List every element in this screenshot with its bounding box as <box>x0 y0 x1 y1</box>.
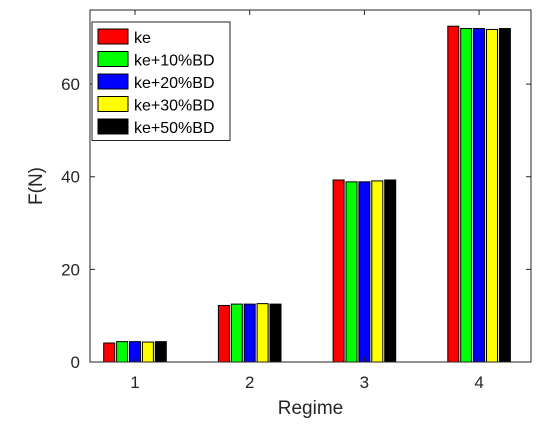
legend-swatch <box>97 96 129 112</box>
legend-swatch <box>97 118 129 135</box>
bar-ke+50%BD-regime-1 <box>154 341 167 363</box>
y-tick-label: 60 <box>61 75 80 94</box>
x-axis-label: Regime <box>278 398 343 419</box>
bar-ke+10%BD-regime-3 <box>345 181 358 363</box>
x-tick-label: 2 <box>245 373 254 392</box>
bar-ke+50%BD-regime-4 <box>498 28 511 363</box>
bar-ke+30%BD-regime-3 <box>371 180 384 363</box>
y-axis-label: F(N) <box>26 167 47 205</box>
bar-ke+30%BD-regime-2 <box>256 303 269 363</box>
y-tick-label: 40 <box>61 168 80 187</box>
x-tick-label: 3 <box>360 373 369 392</box>
x-tick-label: 4 <box>474 373 483 392</box>
bar-ke+30%BD-regime-1 <box>141 341 154 363</box>
bar-ke+10%BD-regime-1 <box>116 341 129 363</box>
bars-group <box>103 25 511 363</box>
bar-ke+50%BD-regime-2 <box>269 303 282 363</box>
x-tick-label: 1 <box>130 373 139 392</box>
bar-ke-regime-2 <box>217 304 230 363</box>
bar-ke+30%BD-regime-4 <box>486 28 498 363</box>
y-tick-label: 20 <box>61 260 80 279</box>
legend-label: ke+10%BD <box>134 53 215 70</box>
legend-label: ke+30%BD <box>134 98 215 115</box>
bar-ke+20%BD-regime-4 <box>473 28 486 363</box>
plot-frame <box>89 9 532 363</box>
bar-ke+50%BD-regime-3 <box>384 179 397 363</box>
legend-label: ke <box>134 30 151 47</box>
bar-ke-regime-3 <box>332 179 345 363</box>
legend-swatch <box>97 28 129 45</box>
bar-ke+20%BD-regime-2 <box>243 303 256 363</box>
legend-label: ke+50%BD <box>134 120 215 137</box>
bar-ke+10%BD-regime-2 <box>230 303 243 363</box>
bar-ke-regime-4 <box>447 25 460 363</box>
bar-ke+20%BD-regime-3 <box>358 181 371 363</box>
bar-ke+10%BD-regime-4 <box>460 28 473 363</box>
bar-ke-regime-1 <box>103 342 116 363</box>
legend-swatch <box>97 73 129 90</box>
legend-swatch <box>97 51 129 67</box>
legend: ke ke+10%BD ke+20%BD ke+30%BD ke+50%BD <box>91 21 231 141</box>
y-tick-label: 0 <box>71 353 80 372</box>
legend-label: ke+20%BD <box>134 75 215 92</box>
